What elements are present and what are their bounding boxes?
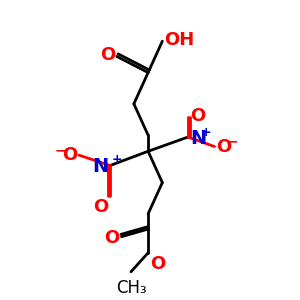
Text: O: O xyxy=(93,198,108,216)
Text: −: − xyxy=(55,143,67,157)
Text: N: N xyxy=(190,128,206,148)
Text: O: O xyxy=(100,46,115,64)
Text: N: N xyxy=(92,157,108,176)
Text: +: + xyxy=(112,153,123,166)
Text: O: O xyxy=(190,107,205,125)
Text: O: O xyxy=(150,255,165,273)
Text: O: O xyxy=(62,146,77,164)
Text: −: − xyxy=(227,135,239,149)
Text: OH: OH xyxy=(164,31,194,49)
Text: O: O xyxy=(104,229,120,247)
Text: +: + xyxy=(200,126,211,139)
Text: CH₃: CH₃ xyxy=(116,279,146,297)
Text: O: O xyxy=(216,137,232,155)
